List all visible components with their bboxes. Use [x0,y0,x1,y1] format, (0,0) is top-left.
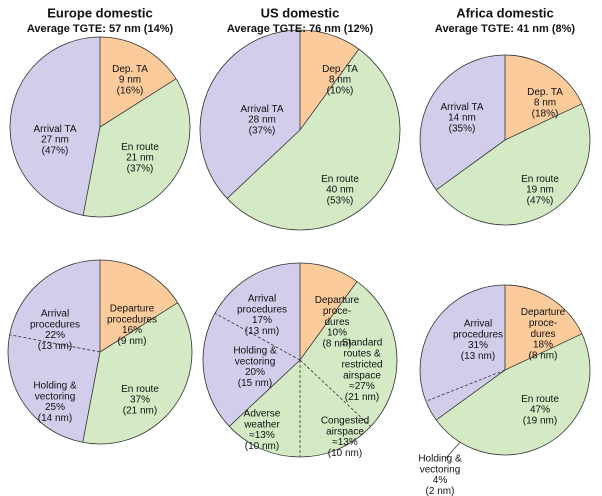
distance-label: 27 nm [41,135,69,146]
slice-label: Departure proce-dures [315,295,360,328]
distance-label: 14 nm [448,113,476,124]
slice-label: Holding & vectoring [418,453,462,475]
value-label: (16%) [117,86,144,97]
pie-title: Africa domestic [456,5,554,20]
slice-label: Arrival procedures [30,308,80,330]
slice-label: Holding & vectoring [233,345,277,367]
distance-label: (2 nm) [426,486,455,496]
slice-border [435,369,506,421]
value-label: 20% [245,367,265,378]
value-label: (47%) [42,146,69,157]
slice-label: Standard routes & restricted airspace [341,337,382,381]
distance-label: 8 nm [534,98,556,109]
slice-label: Arrival TA [241,104,284,115]
value-label: (37%) [127,164,154,175]
value-label: 25% [45,402,65,413]
distance-label: 28 nm [248,115,276,126]
slice-border [504,333,583,371]
slice-label: Arrival TA [34,124,77,135]
distance-label: 40 nm [326,185,354,196]
slice-label: Departure procedures [107,303,157,325]
slice-border [299,281,358,361]
pie-outline [419,284,591,456]
value-label: (18%) [532,109,559,120]
value-label: (35%) [449,124,476,135]
distance-label: (8 nm) [529,351,558,362]
slice-label: En route [521,394,559,405]
distance-label: (13 nm) [461,351,495,362]
pie-outline [9,36,191,218]
pie-subtitle: Average TGTE: 76 nm (12%) [227,23,374,35]
pie-outline [202,262,398,458]
value-label: 22% [45,330,65,341]
slice-label: Departure proce-dures [521,307,566,340]
value-label: 31% [468,340,488,351]
value-label: ≈13% [249,430,275,441]
value-label: (10%) [327,86,354,97]
slice-border [99,302,178,353]
pie-outline [7,259,193,445]
slice-border [504,103,583,141]
slice-border [229,359,301,427]
distance-label: 19 nm [526,185,554,196]
slice-border [82,351,101,443]
slice-border [99,78,177,128]
slice-label: Adverse weather [243,408,281,430]
slice-border [435,139,506,191]
value-label: 16% [122,325,142,336]
value-label: 10% [327,328,347,339]
slice-label: En route [121,142,159,153]
pie-subtitle: Average TGTE: 57 nm (14%) [27,23,174,35]
pie-outline [419,54,591,226]
pie-outline [199,29,401,231]
distance-label: (21 nm) [123,406,157,417]
slice-label: Arrival TA [441,102,484,113]
slice-label: Dep. TA [527,87,563,98]
distance-label: (9 nm) [118,336,147,347]
distance-label: (13 nm) [245,326,279,337]
pie-title: Europe domestic [47,5,152,20]
slice-border [425,369,506,402]
distance-label: (8 nm) [323,339,352,350]
distance-label: (13 nm) [38,341,72,352]
slice-border [299,359,371,427]
distance-label: (21 nm) [345,392,379,403]
value-label: (47%) [527,196,554,207]
distance-label: (15 nm) [238,378,272,389]
slice-label: Arrival procedures [453,318,503,340]
slice-label: Arrival procedures [237,293,287,315]
slice-border [299,48,360,131]
slice-label: En route [521,174,559,185]
slice-border [9,334,101,353]
slice-label: Holding & vectoring [33,380,77,402]
distance-label: (14 nm) [38,413,72,424]
value-label: 17% [252,315,272,326]
distance-label: 21 nm [126,153,154,164]
value-label: 37% [130,395,150,406]
pie-title: US domestic [261,5,340,20]
distance-label: 9 nm [119,75,141,86]
slice-label: En route [321,174,359,185]
slice-label: Dep. TA [322,64,358,75]
distance-label: 8 nm [329,75,351,86]
distance-label: (10 nm) [328,448,362,459]
distance-label: (10 nm) [245,441,279,452]
slice-label: En route [121,384,159,395]
value-label: ≈13% [332,437,358,448]
slice-border [82,126,101,216]
slice-label: Dep. TA [112,64,148,75]
value-label: (37%) [249,126,276,137]
value-label: 18% [533,340,553,351]
slice-label: Congested airspace [321,415,369,437]
value-label: ≈27% [349,381,375,392]
slice-border [214,312,301,361]
slice-border [226,129,301,199]
value-label: 4% [433,475,448,486]
pie-subtitle: Average TGTE: 41 nm (8%) [435,23,576,35]
distance-label: (19 nm) [523,416,557,427]
value-label: 47% [530,405,550,416]
value-label: (53%) [327,196,354,207]
